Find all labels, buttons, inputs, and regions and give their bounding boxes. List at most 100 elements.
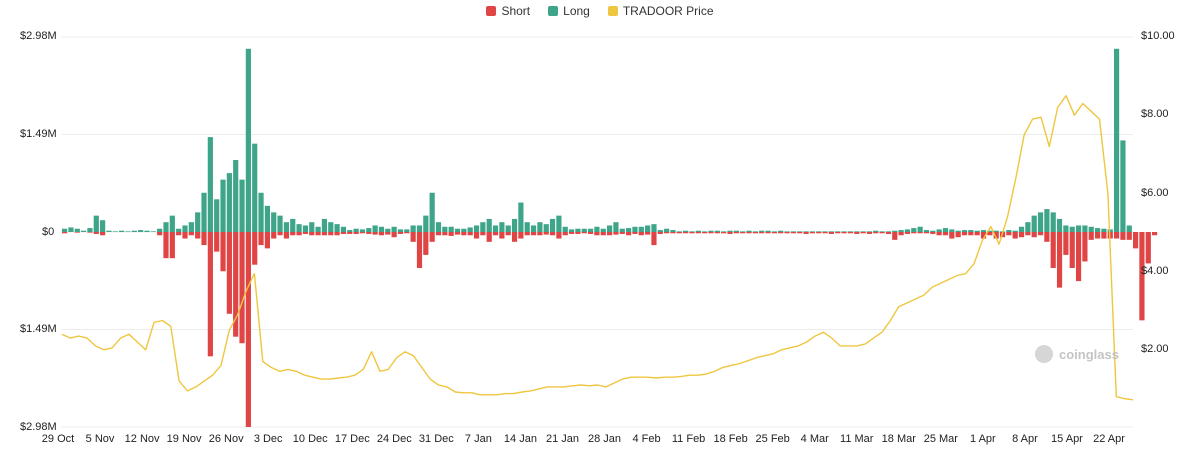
short-bar (683, 232, 689, 234)
short-bar (1063, 232, 1069, 255)
long-bar (1050, 212, 1056, 232)
long-bar (1006, 230, 1012, 232)
short-bar (873, 232, 879, 234)
x-axis-tick: 11 Feb (671, 433, 706, 445)
short-bar (923, 232, 930, 234)
long-bar (93, 215, 99, 232)
right-axis-tick: $8.00 (1141, 108, 1169, 120)
x-axis-tick: 25 Feb (755, 433, 790, 445)
left-axis-tick: $2.98M (20, 30, 57, 42)
legend-item-short[interactable]: Short (486, 4, 530, 18)
short-bar (1037, 232, 1044, 236)
short-bar (486, 232, 492, 242)
long-bar (309, 222, 315, 232)
long-swatch (548, 6, 559, 16)
short-bar (480, 232, 486, 236)
long-bar (759, 230, 765, 232)
legend-item-long[interactable]: Long (548, 4, 590, 18)
left-axis-tick: $2.98M (20, 421, 57, 433)
long-bar (923, 230, 930, 232)
short-bar (467, 232, 473, 236)
short-bar (949, 232, 955, 239)
short-bar (499, 232, 505, 239)
long-bar (233, 160, 239, 232)
short-bar (968, 232, 974, 236)
short-bar (1113, 232, 1120, 239)
short-bar (1139, 232, 1145, 321)
long-bar (188, 222, 194, 232)
short-bar (372, 232, 378, 235)
long-bar (581, 228, 587, 232)
long-bar (163, 222, 169, 232)
long-bar (835, 231, 841, 232)
short-bar (733, 232, 739, 234)
long-bar (315, 226, 321, 232)
right-axis-tick: $4.00 (1141, 265, 1169, 277)
short-bar (404, 232, 410, 234)
long-bar (568, 229, 575, 232)
long-bar (258, 192, 264, 232)
long-bar (201, 192, 207, 232)
x-axis-tick: 1 Apr (970, 433, 996, 445)
short-bar (892, 232, 898, 240)
short-bar (1133, 232, 1139, 249)
long-bar (708, 230, 714, 232)
long-bar (607, 225, 613, 232)
long-bar (898, 230, 904, 232)
short-bar (258, 232, 264, 246)
long-bar (524, 222, 530, 232)
long-bar (207, 137, 213, 232)
short-bar (435, 232, 442, 236)
long-bar (664, 228, 670, 232)
short-bar (1145, 232, 1151, 264)
short-bar (347, 232, 353, 234)
long-bar (480, 222, 486, 232)
short-bar (378, 232, 385, 236)
long-bar (809, 231, 815, 232)
short-bar (283, 232, 290, 239)
long-bar (385, 228, 391, 232)
short-bar (290, 232, 296, 236)
legend-label-long: Long (563, 4, 590, 18)
short-bar (505, 232, 511, 236)
long-bar (378, 226, 385, 232)
x-axis-tick: 29 Oct (41, 433, 75, 445)
short-bar (511, 232, 518, 242)
long-bar (695, 230, 701, 232)
long-bar (62, 228, 68, 232)
legend-label-short: Short (501, 4, 531, 18)
long-bar (746, 230, 752, 232)
short-bar (87, 232, 93, 233)
short-bar (575, 232, 581, 234)
x-axis-tick: 4 Feb (632, 433, 661, 445)
short-bar (568, 232, 575, 234)
short-bar (613, 232, 619, 235)
short-bar (226, 232, 232, 314)
x-axis-tick: 7 Jan (464, 433, 492, 445)
long-bar (974, 230, 980, 232)
long-bar (144, 230, 150, 232)
short-bar (163, 232, 169, 259)
x-axis-tick: 24 Dec (376, 433, 412, 445)
long-bar (252, 143, 258, 232)
long-bar (511, 218, 518, 232)
long-bar (1037, 212, 1044, 232)
long-bar (112, 231, 118, 232)
short-bar (854, 232, 860, 234)
short-bar (391, 232, 397, 238)
long-bar (689, 231, 695, 232)
long-bar (499, 222, 505, 232)
short-bar (277, 232, 283, 236)
short-bar (1069, 232, 1075, 268)
short-bar (930, 232, 936, 234)
long-bar (847, 231, 854, 232)
long-bar (404, 229, 410, 232)
long-bar (873, 230, 879, 232)
long-bar (461, 228, 467, 232)
legend-item-price[interactable]: TRADOOR Price (607, 4, 714, 18)
x-axis-tick: 14 Jan (503, 433, 537, 445)
long-bar (518, 202, 524, 232)
long-bar (492, 225, 499, 232)
short-bar (385, 232, 391, 235)
long-bar (993, 230, 999, 232)
